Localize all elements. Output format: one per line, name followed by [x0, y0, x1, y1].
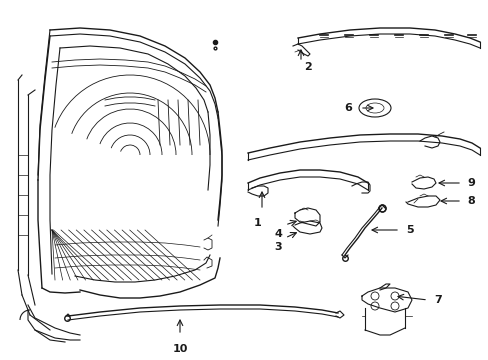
Text: 1: 1: [254, 218, 262, 228]
Text: 4: 4: [273, 229, 282, 239]
Text: 5: 5: [405, 225, 413, 235]
Text: 3: 3: [274, 242, 281, 252]
Text: 10: 10: [172, 344, 187, 354]
Text: 8: 8: [466, 196, 474, 206]
Text: 2: 2: [304, 62, 311, 72]
Text: 9: 9: [466, 178, 474, 188]
Text: 6: 6: [344, 103, 351, 113]
Text: 7: 7: [433, 295, 441, 305]
